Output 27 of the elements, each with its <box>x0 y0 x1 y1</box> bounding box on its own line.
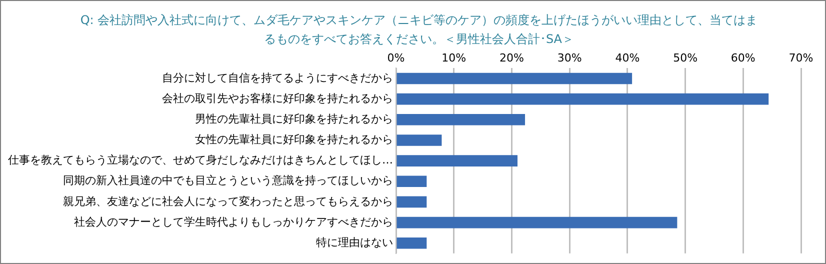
bar <box>396 237 427 249</box>
x-tick-label: 50% <box>673 51 698 64</box>
bar <box>396 155 518 166</box>
x-tick-label: 70% <box>788 51 814 64</box>
y-tick-label: 仕事を教えてもらう立場なので、せめて身だしなみだけはきちんとしてほし… <box>8 154 393 167</box>
bar <box>396 93 769 105</box>
x-tick-label: 10% <box>442 51 466 64</box>
y-tick-label: 親兄弟、友達などに社会人になって変わったと思ってもらえるから <box>63 194 393 208</box>
y-tick-label: 自分に対して自信を持てるようにすべきだから <box>162 71 393 84</box>
bar <box>396 196 427 208</box>
x-tick-label: 20% <box>499 51 524 64</box>
bar <box>396 216 678 228</box>
y-tick-label: 会社の取引先やお客様に好印象を持たれるから <box>162 92 393 105</box>
x-tick-label: 30% <box>557 51 582 64</box>
x-tick-label: 60% <box>730 51 756 64</box>
y-tick-label: 同期の新入社員達の中でも目立とうという意識を持ってほしいから <box>63 174 393 188</box>
y-tick-label: 女性の先輩社員に好印象を持たれるから <box>195 133 393 146</box>
bar <box>396 114 526 126</box>
y-tick-label: 特に理由はない <box>316 236 393 249</box>
bar <box>396 176 427 188</box>
bar <box>396 134 442 146</box>
x-tick-label: 40% <box>615 51 640 64</box>
bar <box>396 72 632 84</box>
chart-title: Q: 会社訪問や入社式に向けて、ムダ毛ケアやスキンケア（ニキビ等のケア）の頻度を上げたほうがいい理由として、当てはまるものをすべてお答えください。＜男性社会人合計･SA＞ <box>79 12 759 48</box>
x-tick-label: 0% <box>387 51 405 64</box>
y-tick-label: 社会人のマナーとして学生時代よりもしっかりケアすべきだから <box>74 215 393 228</box>
y-tick-label: 男性の先輩社員に好印象を持たれるから <box>195 112 393 126</box>
